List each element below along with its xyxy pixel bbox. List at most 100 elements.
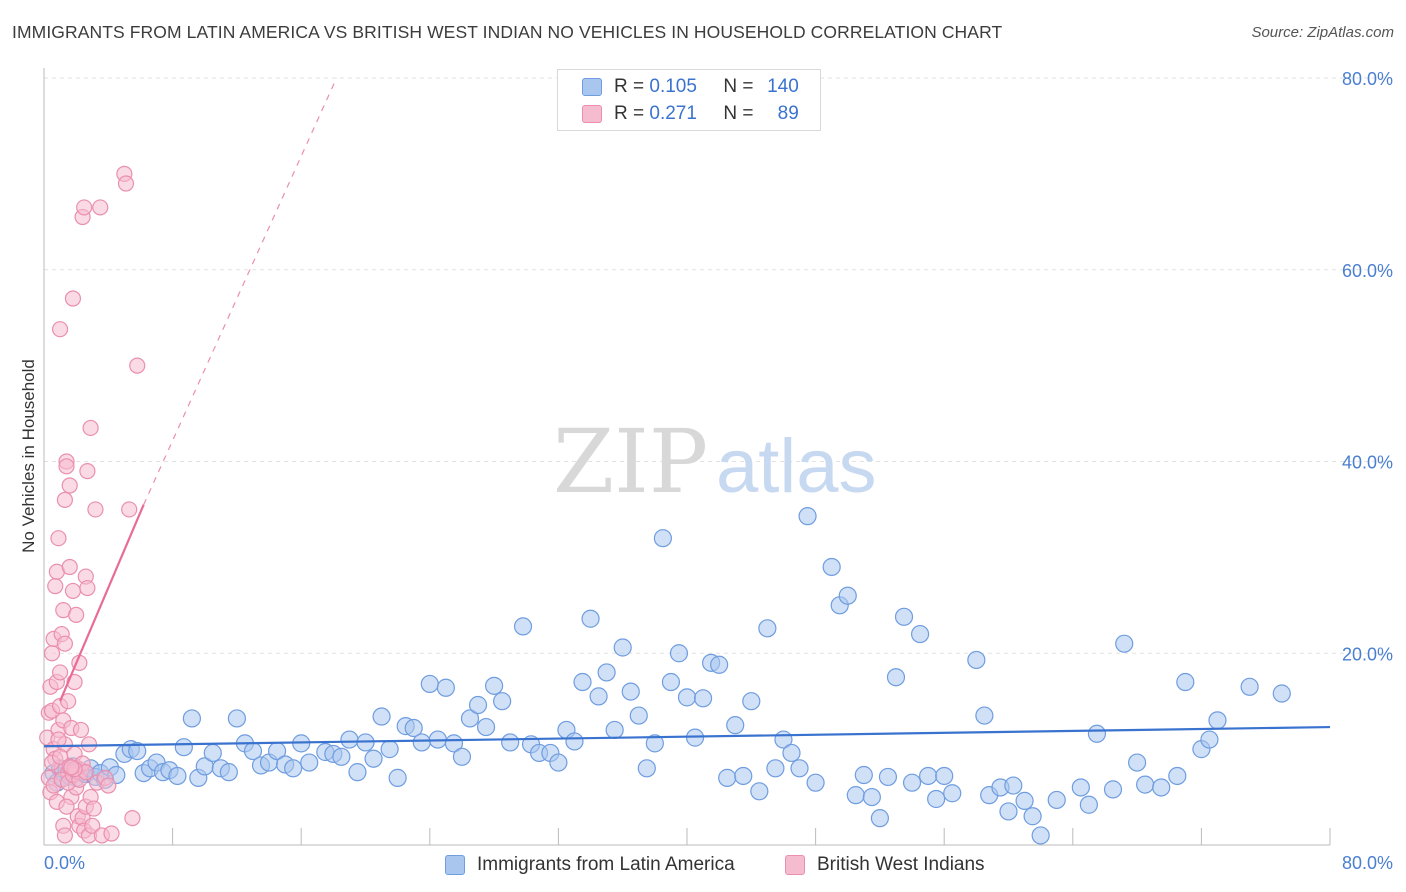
data-point [219,763,238,782]
data-point [56,491,73,508]
data-point [56,635,73,652]
data-point [1127,753,1147,772]
data-point [1015,791,1034,810]
data-point [605,720,624,740]
data-point [790,759,809,778]
data-point [124,810,141,827]
data-point [1004,776,1023,795]
y-tick-label: 80.0% [1342,69,1393,89]
data-point [485,676,504,695]
legend-swatch-blue [582,78,602,96]
data-point [878,767,898,787]
data-point [43,645,61,662]
data-point [838,586,857,605]
data-point [404,718,423,738]
data-point [493,692,512,711]
data-point [1079,795,1098,814]
data-point [919,766,938,786]
data-point [128,741,147,761]
data-point [452,747,472,766]
data-point [436,678,455,697]
data-point [420,674,439,694]
data-point [284,759,303,778]
series-british-west-indians-points [39,165,146,844]
data-point [854,765,873,785]
data-point [613,638,632,657]
legend-row-pink: R = 0.271 N = 89 [582,101,799,127]
data-point [412,733,431,752]
data-point [460,709,480,728]
data-point [51,664,69,681]
y-tick-label: 40.0% [1342,453,1393,473]
data-point [758,619,777,638]
data-point [61,477,78,494]
data-point [1176,672,1195,692]
data-point [967,650,986,670]
data-point [121,501,138,518]
data-point [85,800,102,817]
data-point [58,798,75,815]
data-point [168,766,187,786]
data-point [1071,778,1090,797]
data-point [174,738,193,757]
trend-line-british-west-indians [59,504,145,702]
data-point [822,557,841,577]
data-point [1087,724,1107,743]
data-point [364,749,383,768]
data-point [58,458,75,475]
data-point [84,817,101,834]
data-point [51,321,69,338]
data-point [798,507,817,526]
data-point [50,530,67,547]
data-point [68,606,85,624]
watermark: ZIP atlas [553,410,877,513]
legend-r-value: 0.271 [649,103,697,124]
data-point [1208,711,1227,730]
bottom-legend-label-series2: British West Indians [817,854,985,875]
y-tick-label: 60.0% [1342,261,1393,281]
data-point [846,786,865,805]
watermark-atlas: atlas [716,424,877,509]
chart-title: IMMIGRANTS FROM LATIN AMERICA VS BRITISH… [12,22,1003,42]
data-point [886,668,906,687]
data-point [935,766,954,786]
data-point [927,789,946,809]
data-point [47,578,64,595]
data-point [742,692,761,711]
data-point [388,768,407,787]
legend-row-blue: R = 0.105 N = 140 [582,74,799,100]
data-point [565,732,584,751]
y-tick-label: 20.0% [1342,644,1393,664]
data-point [501,733,520,752]
source-label: Source: ZipAtlas.com [1251,24,1394,41]
data-point [332,747,351,766]
watermark-zip: ZIP [553,410,708,513]
data-point [100,777,117,794]
legend-r-value: 0.105 [649,76,697,97]
bottom-legend-swatch-pink [785,855,805,875]
data-point [1136,775,1155,794]
series-latin-america-points [44,507,1291,845]
data-point [513,617,533,636]
data-point [64,582,82,600]
y-axis-title: No Vehicles in Household [19,359,38,553]
data-point [766,759,785,778]
legend-swatch-pink [582,105,602,123]
data-point [621,682,640,701]
data-point [902,773,922,792]
data-point [51,748,69,765]
data-point [1200,730,1219,749]
data-point [1152,778,1171,797]
data-point [1115,634,1134,653]
data-point [910,624,930,644]
data-point [1023,807,1042,826]
data-point [380,740,399,759]
data-point [103,825,120,842]
data-point [72,721,90,739]
data-point [1031,826,1050,845]
data-point [718,768,737,787]
data-point [348,763,367,782]
data-point [129,357,146,374]
legend-n-label: N = [723,76,754,97]
data-point [653,529,672,548]
